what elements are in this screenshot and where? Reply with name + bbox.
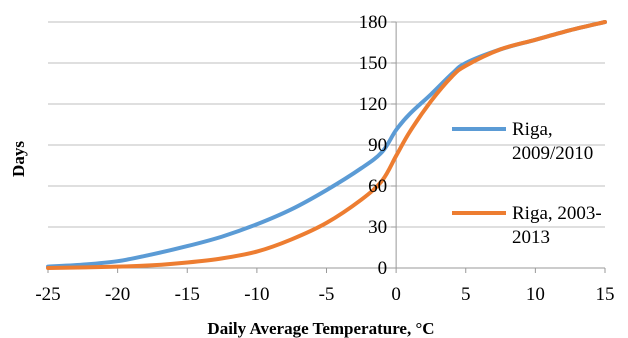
- x-tick-label: 15: [596, 284, 615, 305]
- x-axis-title: Daily Average Temperature, °C: [207, 319, 434, 338]
- legend: Riga, 2009/2010 Riga, 2003- 2013: [452, 119, 602, 248]
- y-tick-labels: 0 30 60 90 120 150 180: [359, 12, 388, 279]
- x-tick-label: -5: [319, 284, 335, 305]
- x-tick-label: -20: [105, 284, 130, 305]
- y-tick-label: 90: [368, 135, 387, 156]
- series-line-2: [46, 20, 607, 270]
- y-axis-title: Days: [9, 141, 28, 177]
- y-tick-label: 180: [359, 12, 388, 33]
- x-tick-label: -15: [175, 284, 200, 305]
- axes: [47, 21, 606, 273]
- y-tick-label: 30: [368, 217, 387, 238]
- x-tick-label: -10: [244, 284, 269, 305]
- legend-label: 2009/2010: [512, 143, 593, 164]
- x-tick-label: -25: [35, 284, 60, 305]
- gridlines: [48, 21, 605, 228]
- legend-label: Riga,: [512, 119, 553, 140]
- legend-label: Riga, 2003-: [512, 203, 602, 224]
- legend-label: 2013: [512, 227, 550, 248]
- x-tick-labels: -25 -20 -15 -10 -5 0 5 10 15: [35, 284, 614, 305]
- y-tick-label: 60: [368, 176, 387, 197]
- series-lines: [46, 20, 607, 270]
- x-tick-label: 5: [461, 284, 471, 305]
- y-tick-label: 120: [359, 94, 388, 115]
- x-tick-label: 10: [526, 284, 545, 305]
- x-tick-label: 0: [391, 284, 401, 305]
- y-tick-label: 0: [378, 258, 388, 279]
- y-tick-label: 150: [359, 53, 388, 74]
